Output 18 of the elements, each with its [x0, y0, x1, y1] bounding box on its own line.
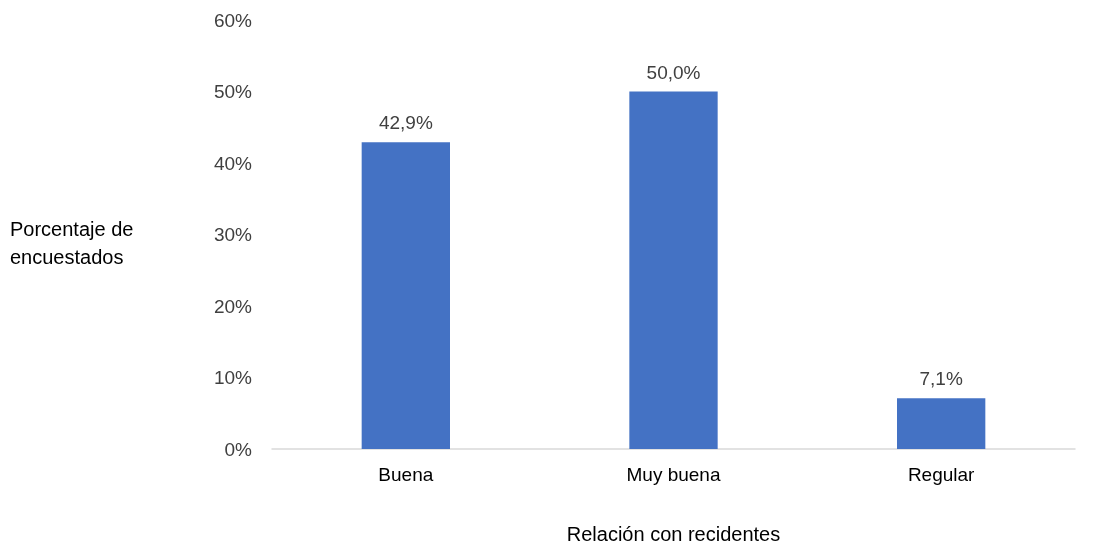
y-tick-label: 30%	[213, 224, 253, 245]
y-tick-label: 60%	[213, 9, 253, 31]
x-axis-title: Relación con recidentes	[566, 523, 781, 545]
y-tick-label: 50%	[213, 81, 253, 102]
x-tick-label: Muy buena	[626, 464, 721, 485]
bar	[361, 142, 450, 449]
x-tick-label: Regular	[907, 464, 976, 485]
data-label: 50,0%	[646, 61, 701, 83]
y-tick-label: 20%	[213, 295, 253, 317]
data-label: 42,9%	[378, 112, 433, 134]
data-label: 7,1%	[919, 368, 963, 390]
x-tick-label: Buena	[378, 464, 434, 485]
y-axis-title: Porcentaje de encuestados	[10, 218, 139, 268]
bar	[629, 91, 718, 449]
y-tick-label: 10%	[213, 367, 253, 388]
y-tick-label: 0%	[224, 438, 253, 460]
y-tick-label: 40%	[213, 152, 253, 174]
bar	[897, 398, 986, 449]
